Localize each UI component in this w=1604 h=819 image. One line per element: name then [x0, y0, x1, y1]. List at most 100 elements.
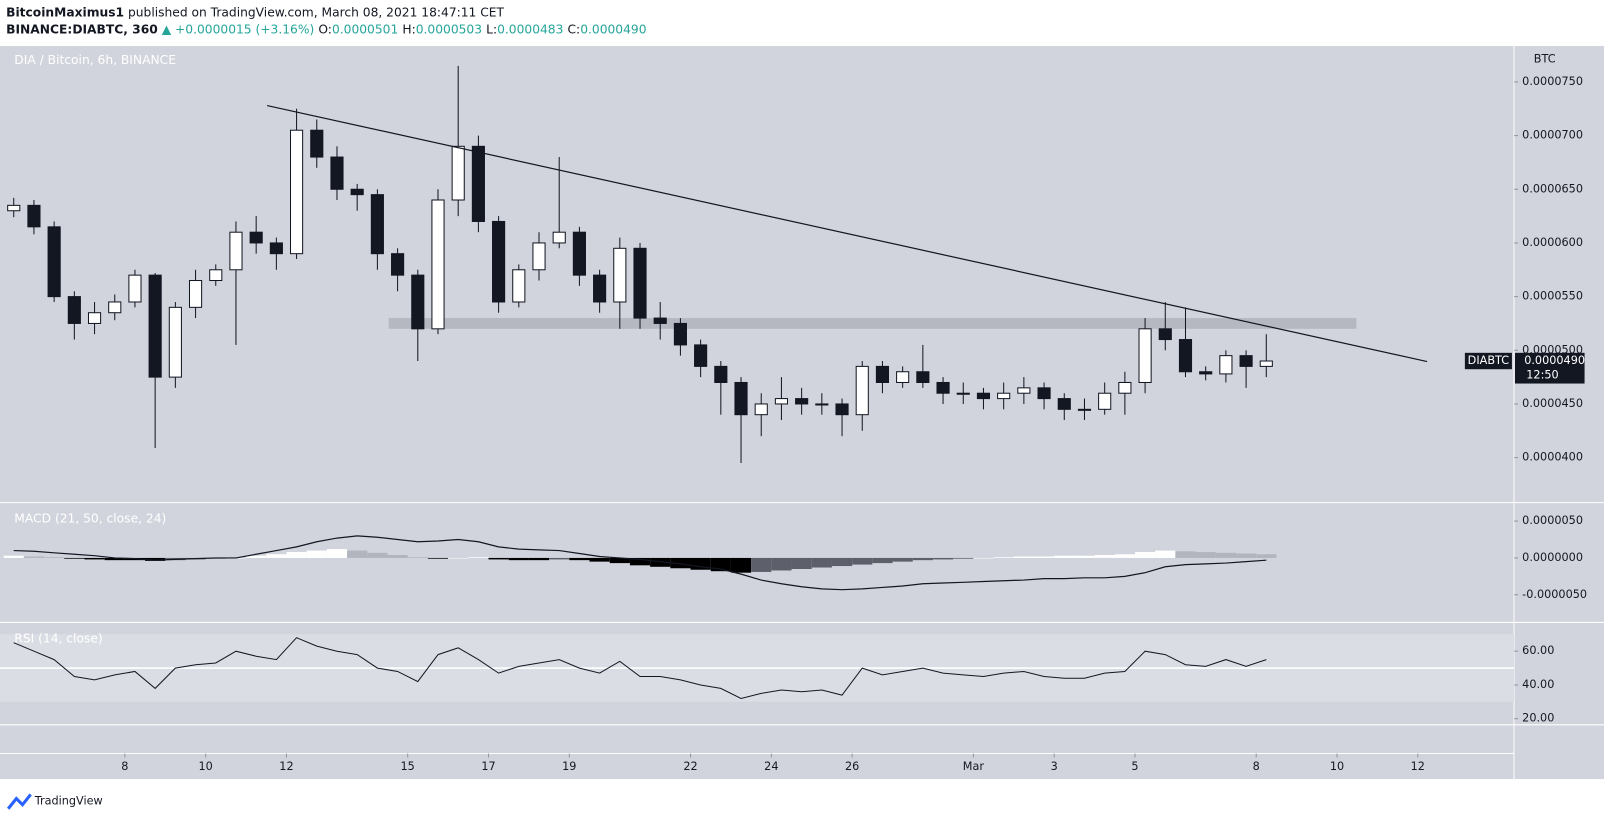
pane-title: RSI (14, close) [14, 631, 102, 645]
candle-body [1057, 398, 1071, 410]
macd-histogram-bar [751, 557, 772, 572]
resistance-zone [388, 318, 1357, 329]
candle-body [67, 296, 81, 324]
candle-body [976, 392, 991, 400]
ohlc-value: 0.0000503 [416, 22, 482, 36]
macd-histogram-bar [892, 557, 913, 562]
macd-histogram-bar [872, 557, 893, 564]
macd-histogram-bar [1114, 554, 1135, 558]
candle-body [269, 242, 283, 255]
macd-histogram-bar [266, 554, 287, 558]
symbol-label: DIABTC [1468, 354, 1510, 367]
candle-body [249, 231, 263, 244]
x-tick-label: 15 [401, 760, 415, 773]
candle-body [512, 269, 526, 303]
macd-histogram-bar [1215, 552, 1236, 558]
macd-histogram-bar [912, 557, 933, 561]
candle-body [108, 301, 122, 314]
candle-body [1017, 387, 1031, 394]
candle-body [350, 188, 364, 196]
rsi-line [13, 637, 1267, 700]
macd-histogram-bar [367, 552, 388, 558]
candle-body [572, 231, 586, 276]
candle-body [552, 231, 566, 244]
candle-body [694, 344, 708, 367]
candle-body [1259, 360, 1273, 367]
header-line: BitcoinMaximus1 published on TradingView… [6, 5, 504, 19]
y-tick-label: 0.0000450 [1522, 397, 1583, 410]
macd-histogram-bar [286, 552, 307, 558]
macd-histogram-bar [1054, 555, 1075, 558]
macd-histogram-bar [589, 557, 610, 562]
candle-body [653, 317, 667, 324]
candle-body [714, 365, 728, 383]
candle-body [310, 129, 324, 158]
candle-body [916, 371, 930, 383]
macd-histogram-bar [771, 557, 792, 571]
macd-histogram-bar [1074, 555, 1095, 558]
candle-body [1199, 371, 1213, 375]
candle-body [148, 274, 162, 378]
candle-body [330, 156, 344, 190]
x-tick-label: 12 [279, 760, 293, 773]
y-tick-label: 40.00 [1522, 678, 1554, 691]
macd-histogram-bar [932, 557, 954, 560]
author: BitcoinMaximus1 [6, 5, 124, 19]
ohlc-label: C: [568, 22, 581, 36]
macd-histogram-bar [23, 556, 45, 558]
macd-histogram-bar [1134, 552, 1156, 558]
candle-body [431, 199, 445, 330]
ohlc-label: H: [402, 22, 415, 36]
macd-histogram-bar [629, 557, 651, 566]
macd-histogram-bar [1155, 550, 1176, 558]
macd-histogram-bar [488, 557, 509, 560]
candle-body [633, 247, 647, 319]
macd-histogram-bar [508, 557, 529, 561]
y-tick-label: 0.0000750 [1522, 75, 1583, 88]
y-tick-label: 0.0000400 [1522, 451, 1583, 464]
macd-histogram-bar [549, 557, 570, 560]
ohlc-value: 0.0000490 [580, 22, 646, 36]
macd-histogram-bar [811, 557, 832, 568]
x-tick-label: 8 [121, 760, 128, 773]
x-tick-label: 24 [764, 760, 778, 773]
countdown: 12:50 [1526, 368, 1558, 381]
y-tick-label: 0.0000700 [1522, 129, 1583, 142]
macd-histogram-bar [973, 557, 994, 559]
last-price-tag [1515, 352, 1585, 384]
x-tick-label: 8 [1253, 760, 1260, 773]
macd-line [13, 535, 1267, 591]
candle-body [128, 274, 142, 303]
candle-body [855, 365, 869, 416]
brand: TradingView [34, 795, 103, 808]
candle-body [370, 194, 384, 255]
candle-body [1077, 408, 1092, 411]
macd-histogram-bar [791, 557, 812, 570]
x-tick-label: 3 [1051, 760, 1058, 773]
macd-histogram-bar [3, 555, 24, 558]
x-tick-label: Mar [963, 760, 985, 773]
macd-histogram-bar [1013, 556, 1034, 558]
candle-body [391, 253, 405, 276]
last-price-label: 0.0000490 [1524, 354, 1585, 367]
ohlc-label: O: [318, 22, 332, 36]
macd-histogram-bar [427, 557, 449, 559]
y-axis-label: BTC [1534, 52, 1556, 65]
published: published on TradingView.com, March 08, … [128, 5, 505, 19]
macd-histogram-bar [831, 557, 853, 567]
footer-logo: TradingView [6, 793, 103, 810]
ohlc-value: 0.0000501 [332, 22, 398, 36]
y-tick-label: -0.0000050 [1522, 588, 1587, 601]
macd-histogram-bar [569, 557, 590, 561]
macd-histogram-bar [650, 557, 671, 567]
symbol-tag [1464, 352, 1512, 370]
candle-body [209, 269, 223, 282]
candle-body [290, 129, 304, 255]
symbol: BINANCE:DIABTC, 360 [6, 22, 158, 36]
macd-histogram-bar [104, 557, 125, 561]
x-tick-label: 12 [1411, 760, 1425, 773]
candle-body [673, 322, 687, 346]
x-tick-label: 17 [481, 760, 495, 773]
x-tick-label: 19 [562, 760, 576, 773]
candle-body [835, 403, 849, 416]
